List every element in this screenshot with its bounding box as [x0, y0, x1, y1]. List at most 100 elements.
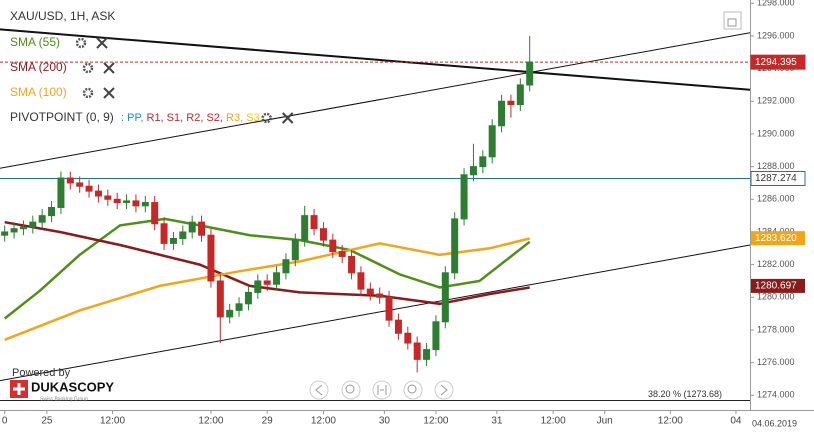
- legend-entry: SMA (200): [10, 60, 67, 74]
- y-tick-label: 1280.000: [757, 292, 795, 302]
- settings-icon[interactable]: [261, 112, 272, 124]
- price-tag: 1287.274: [755, 173, 797, 184]
- y-tick-label: 1286.000: [757, 194, 795, 204]
- candle-body: [38, 215, 46, 223]
- y-tick-label: 1292.000: [757, 96, 795, 106]
- candle-body: [366, 288, 374, 295]
- legend-entry: SMA (55): [10, 35, 60, 49]
- candle-body: [113, 198, 121, 204]
- x-tick-label: 12:00: [423, 416, 448, 427]
- candle-body: [357, 272, 365, 290]
- candle-body: [132, 200, 140, 207]
- candle-body: [254, 280, 262, 293]
- candle-body: [319, 228, 327, 241]
- candle-body: [244, 291, 252, 305]
- candle-body: [413, 342, 421, 360]
- brand-powered: Powered by: [12, 367, 71, 379]
- candle-body: [226, 309, 234, 318]
- settings-icon[interactable]: [82, 87, 94, 99]
- brand-name: DUKASCOPY: [31, 379, 114, 394]
- popout-icon: [727, 18, 737, 27]
- remove-icon[interactable]: [103, 62, 115, 74]
- remove-icon[interactable]: [103, 87, 115, 99]
- candle-body: [160, 223, 168, 244]
- sma-line: [4, 220, 530, 306]
- candle-body: [507, 100, 515, 106]
- navigation: [309, 380, 454, 400]
- y-tick-label: 1288.000: [757, 161, 795, 171]
- candle-body: [198, 221, 206, 236]
- candle-body: [498, 100, 506, 127]
- date-label: 04.06.2019: [752, 418, 797, 428]
- x-tick-label: 12:00: [541, 416, 566, 427]
- candle-body: [169, 237, 177, 244]
- remove-icon[interactable]: [281, 112, 294, 124]
- candle-body: [516, 84, 524, 106]
- y-tick-label: 1278.000: [757, 324, 795, 334]
- pivot-legend-label: PIVOTPOINT (0, 9): [10, 110, 114, 124]
- pivot-item: R2,: [183, 112, 203, 124]
- candle-body: [394, 319, 402, 334]
- icon: [345, 384, 355, 394]
- x-tick-label: 25: [41, 416, 53, 427]
- x-tick-label: 12:00: [311, 416, 336, 427]
- x-tick-label: 12:00: [658, 416, 683, 427]
- settings-icon[interactable]: [75, 37, 87, 49]
- icon: [377, 385, 387, 395]
- price-tag: 1283.620: [755, 233, 797, 244]
- candle-body: [216, 280, 224, 318]
- scroll-left-button[interactable]: [309, 380, 329, 400]
- pivot-item: S2,: [203, 112, 223, 124]
- pivot-item: : PP,: [121, 112, 143, 124]
- x-tick-label: 29: [262, 416, 274, 427]
- instrument-title: XAU/USD, 1H, ASK: [10, 9, 115, 23]
- candle-body: [188, 221, 196, 233]
- price-tag: 1294.395: [755, 57, 797, 68]
- candle-body: [338, 251, 346, 257]
- candle-body: [329, 239, 337, 253]
- scroll-right-button[interactable]: [434, 380, 454, 400]
- candle-body: [348, 255, 356, 274]
- settings-icon[interactable]: [82, 62, 94, 74]
- x-tick-label: 30: [379, 416, 391, 427]
- candle-body: [310, 215, 318, 230]
- pivot-item: S3: [243, 112, 260, 124]
- plot-area: [0, 28, 751, 402]
- candle-body: [94, 190, 102, 197]
- candle-body: [179, 231, 187, 239]
- brand-cross: [13, 383, 25, 395]
- trendline: [0, 244, 751, 382]
- zoom-out-button[interactable]: [341, 380, 361, 400]
- price-tag: 1280.697: [755, 281, 797, 292]
- candle-body: [460, 174, 468, 220]
- y-tick-label: 1298.000: [757, 0, 795, 8]
- y-tick-label: 1276.000: [757, 357, 795, 367]
- candle-body: [66, 177, 74, 184]
- candle-body: [10, 228, 18, 233]
- trendline: [0, 32, 751, 169]
- y-tick-label: 1296.000: [757, 30, 795, 40]
- candle-body: [85, 185, 93, 192]
- price-tag-box: [750, 54, 806, 70]
- candle-body: [123, 200, 131, 204]
- pivot-item: R3,: [223, 112, 243, 124]
- candle-body: [385, 296, 393, 321]
- candle-body: [104, 195, 112, 200]
- price-tag-box: [751, 231, 805, 246]
- y-tick-label: 1274.000: [757, 390, 795, 400]
- zoom-in-button[interactable]: [403, 380, 423, 400]
- candle-body: [57, 177, 65, 208]
- pivot-item: S1,: [164, 112, 184, 124]
- candle-body: [479, 156, 487, 168]
- candle-body: [404, 332, 412, 344]
- candle-body: [263, 280, 271, 285]
- pivot-legend-items: : PP, R1, S1, R2, S2, R3, S3: [121, 112, 260, 124]
- remove-icon[interactable]: [96, 37, 108, 49]
- candle-body: [1, 231, 9, 236]
- icon: [440, 384, 448, 396]
- sma-line: [3, 217, 531, 320]
- candle-body: [291, 239, 299, 261]
- pivot-item: R1,: [143, 112, 163, 124]
